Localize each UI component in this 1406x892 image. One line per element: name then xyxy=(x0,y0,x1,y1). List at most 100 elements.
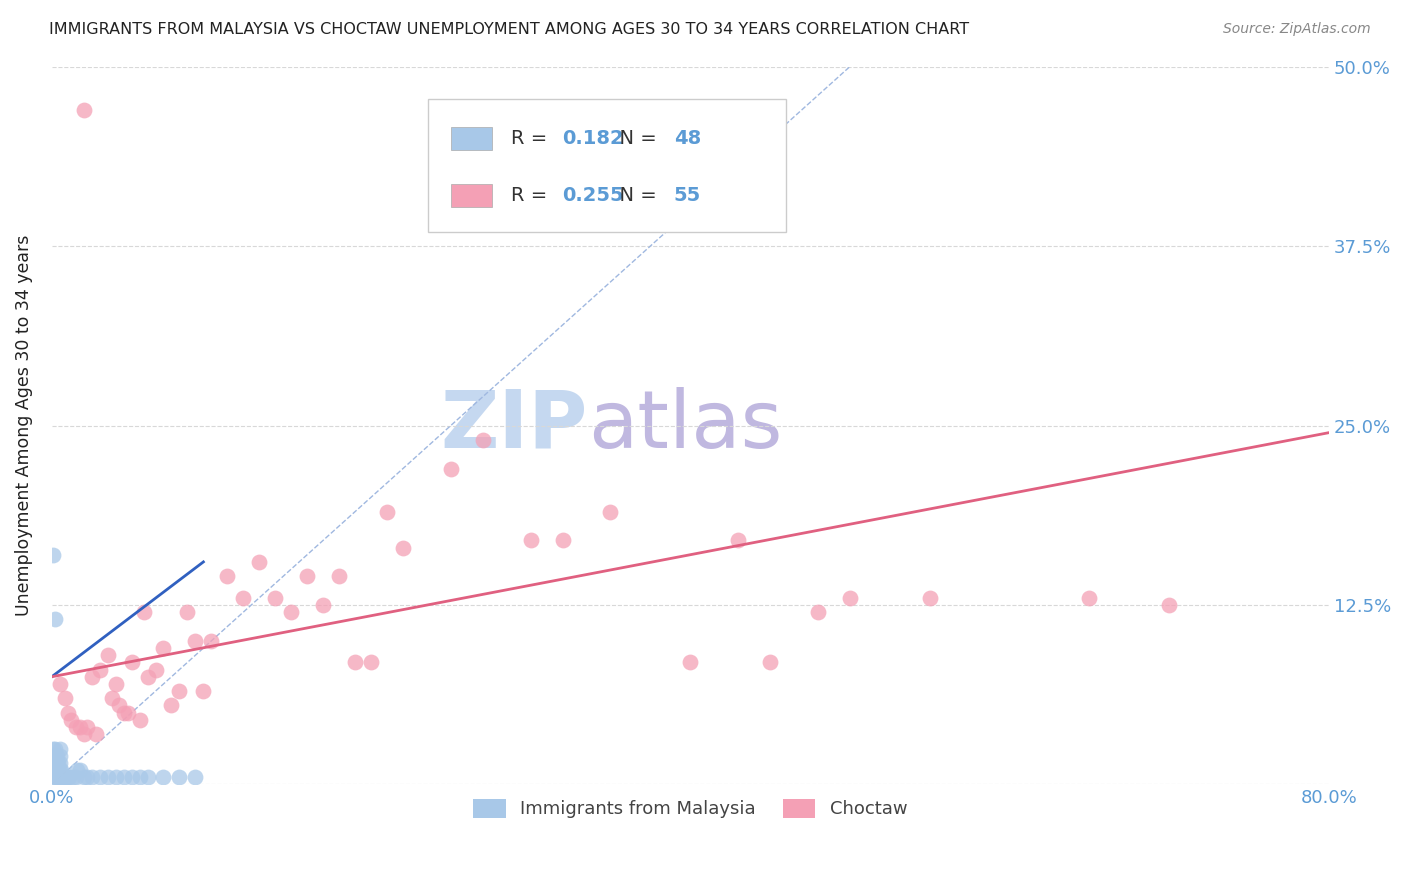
Text: R =: R = xyxy=(512,128,554,148)
FancyBboxPatch shape xyxy=(429,99,786,232)
Point xyxy=(69,720,91,734)
Point xyxy=(44,756,66,770)
Point xyxy=(160,698,183,713)
Point xyxy=(53,691,76,706)
Point xyxy=(184,633,207,648)
Point xyxy=(264,591,287,605)
Point xyxy=(217,569,239,583)
Point xyxy=(1159,598,1181,612)
Point xyxy=(51,763,73,777)
Point xyxy=(232,591,254,605)
Point xyxy=(56,770,79,784)
Point xyxy=(45,763,67,777)
Point xyxy=(62,770,84,784)
Point xyxy=(80,670,103,684)
Point xyxy=(128,713,150,727)
Point xyxy=(838,591,860,605)
Point xyxy=(46,770,69,784)
Point xyxy=(48,763,70,777)
Point xyxy=(152,641,174,656)
Point xyxy=(169,770,191,784)
Text: 55: 55 xyxy=(673,186,702,205)
Text: ZIP: ZIP xyxy=(441,386,588,465)
Point xyxy=(46,763,69,777)
Point xyxy=(193,684,215,698)
Point xyxy=(101,691,124,706)
Text: N =: N = xyxy=(607,186,664,205)
Point xyxy=(46,756,69,770)
Point xyxy=(48,677,70,691)
Point xyxy=(73,103,96,117)
Point xyxy=(44,763,66,777)
Text: atlas: atlas xyxy=(588,386,783,465)
Legend: Immigrants from Malaysia, Choctaw: Immigrants from Malaysia, Choctaw xyxy=(465,792,914,826)
Point xyxy=(551,533,574,548)
Point xyxy=(44,612,66,626)
Point xyxy=(51,770,73,784)
Point xyxy=(58,770,80,784)
Point xyxy=(104,770,127,784)
Point xyxy=(76,720,98,734)
Point xyxy=(42,756,65,770)
Point xyxy=(45,770,67,784)
Point xyxy=(112,706,135,720)
Y-axis label: Unemployment Among Ages 30 to 34 years: Unemployment Among Ages 30 to 34 years xyxy=(15,235,32,616)
Point xyxy=(42,741,65,756)
Point xyxy=(86,727,108,741)
Point xyxy=(247,555,270,569)
Point xyxy=(107,698,129,713)
Point xyxy=(42,748,65,763)
Point xyxy=(73,770,96,784)
Text: N =: N = xyxy=(607,128,664,148)
Point xyxy=(55,770,77,784)
Point xyxy=(918,591,941,605)
Point xyxy=(1078,591,1101,605)
Point xyxy=(280,605,302,619)
Point xyxy=(89,663,111,677)
Point xyxy=(73,727,96,741)
Point xyxy=(48,756,70,770)
Point xyxy=(200,633,222,648)
Point xyxy=(440,461,463,475)
Point xyxy=(136,770,159,784)
Point xyxy=(112,770,135,784)
Point xyxy=(59,713,82,727)
Point xyxy=(727,533,749,548)
Text: 0.182: 0.182 xyxy=(562,128,624,148)
Point xyxy=(136,670,159,684)
Point xyxy=(65,770,87,784)
Point xyxy=(121,656,143,670)
Point xyxy=(152,770,174,784)
Point xyxy=(599,505,621,519)
Point xyxy=(45,756,67,770)
Point xyxy=(471,433,494,447)
Point xyxy=(53,770,76,784)
Point xyxy=(117,706,139,720)
Point xyxy=(807,605,830,619)
Text: IMMIGRANTS FROM MALAYSIA VS CHOCTAW UNEMPLOYMENT AMONG AGES 30 TO 34 YEARS CORRE: IMMIGRANTS FROM MALAYSIA VS CHOCTAW UNEM… xyxy=(49,22,969,37)
Point xyxy=(56,706,79,720)
Point xyxy=(375,505,398,519)
Point xyxy=(42,763,65,777)
Point xyxy=(89,770,111,784)
Point xyxy=(134,605,156,619)
Text: 48: 48 xyxy=(673,128,702,148)
Point xyxy=(312,598,335,612)
Point xyxy=(44,741,66,756)
Point xyxy=(44,770,66,784)
Text: R =: R = xyxy=(512,186,554,205)
Point xyxy=(97,770,120,784)
Point xyxy=(44,748,66,763)
Point xyxy=(45,748,67,763)
Point xyxy=(52,770,75,784)
Point xyxy=(104,677,127,691)
Point xyxy=(48,748,70,763)
Point xyxy=(48,741,70,756)
Point xyxy=(184,770,207,784)
Point xyxy=(328,569,350,583)
Point xyxy=(97,648,120,663)
Point xyxy=(392,541,415,555)
Point xyxy=(145,663,167,677)
Point xyxy=(360,656,382,670)
Point xyxy=(65,720,87,734)
